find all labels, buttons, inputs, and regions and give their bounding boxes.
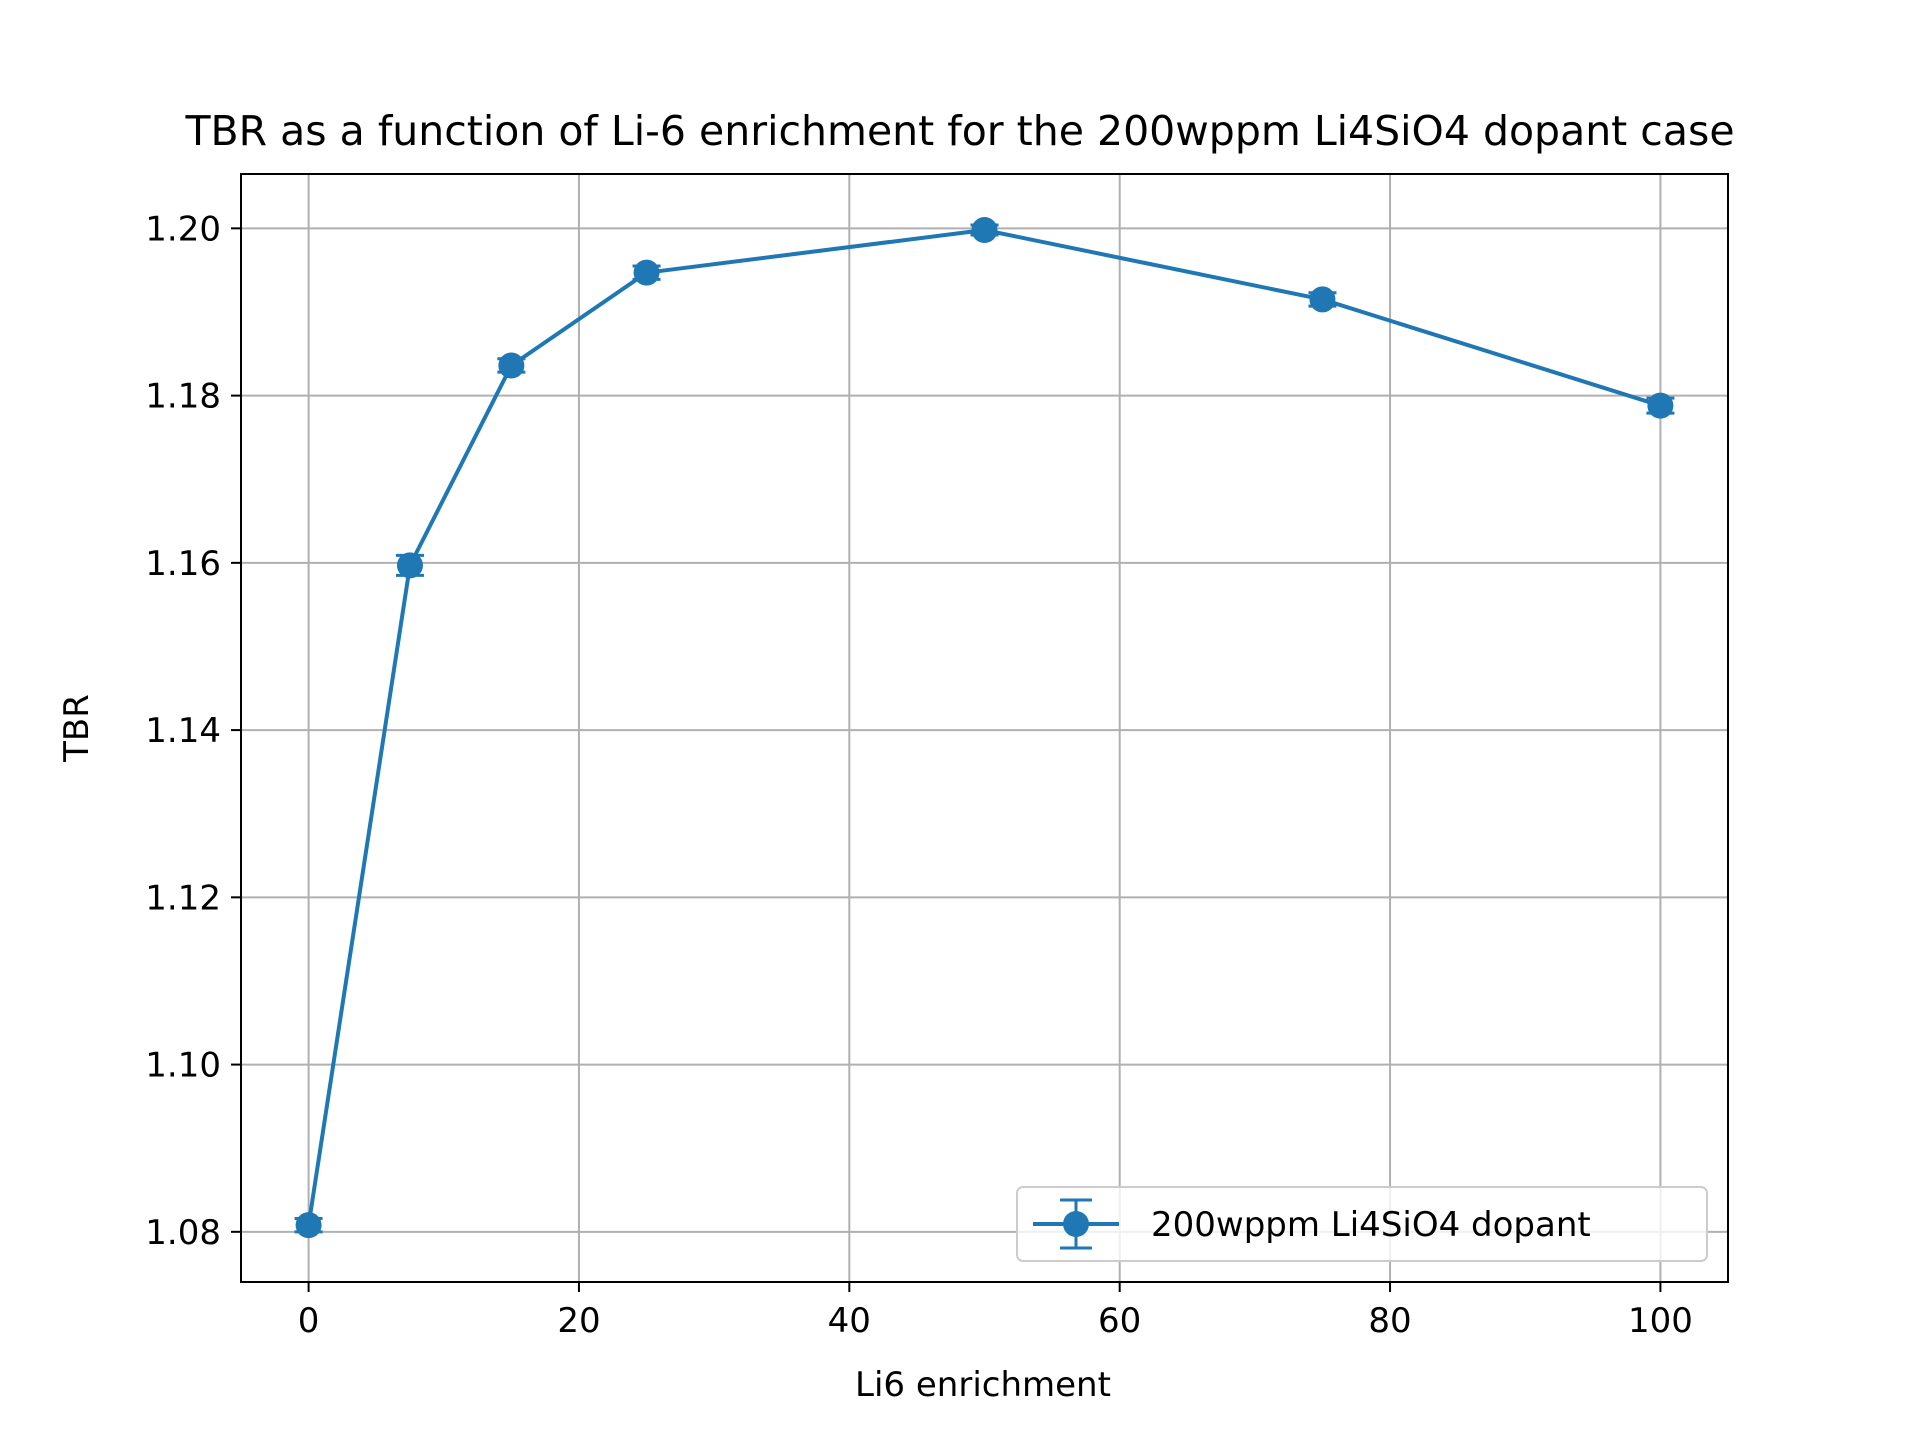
series-layer [294,217,1675,1239]
chart-title: TBR as a function of Li-6 enrichment for… [184,107,1734,155]
legend-label: 200wppm Li4SiO4 dopant [1151,1205,1591,1245]
legend-marker [1063,1211,1089,1237]
data-point [295,1212,322,1239]
x-tick-label: 60 [1098,1301,1141,1341]
x-tick-label: 80 [1368,1301,1411,1341]
data-point [971,217,998,244]
data-point [498,352,525,379]
y-axis-label: TBR [57,694,97,763]
x-tick-label: 0 [298,1301,320,1341]
data-point [396,552,423,579]
y-tick-label: 1.16 [145,544,221,584]
x-axis-label: Li6 enrichment [855,1365,1111,1405]
legend-box [1016,1186,1708,1262]
legend: 200wppm Li4SiO4 dopant [1016,1186,1708,1262]
plot-frame [240,173,1729,1283]
grid [241,174,1728,1282]
y-tick-label: 1.10 [145,1046,221,1086]
data-point [633,259,660,286]
x-tick-label: 40 [828,1301,871,1341]
x-tick-label: 20 [557,1301,600,1341]
data-point [1309,286,1336,313]
x-tick-label: 100 [1628,1301,1693,1341]
y-tick-label: 1.12 [145,878,221,918]
data-point [1647,392,1674,419]
y-tick-label: 1.08 [145,1213,221,1253]
y-tick-label: 1.18 [145,377,221,417]
y-tick-label: 1.20 [145,209,221,249]
y-tick-label: 1.14 [145,711,221,751]
ticks: 0 20 40 60 80 100 1.08 1.10 1.12 1.14 1.16 1.18 1.20 [145,209,1693,1341]
